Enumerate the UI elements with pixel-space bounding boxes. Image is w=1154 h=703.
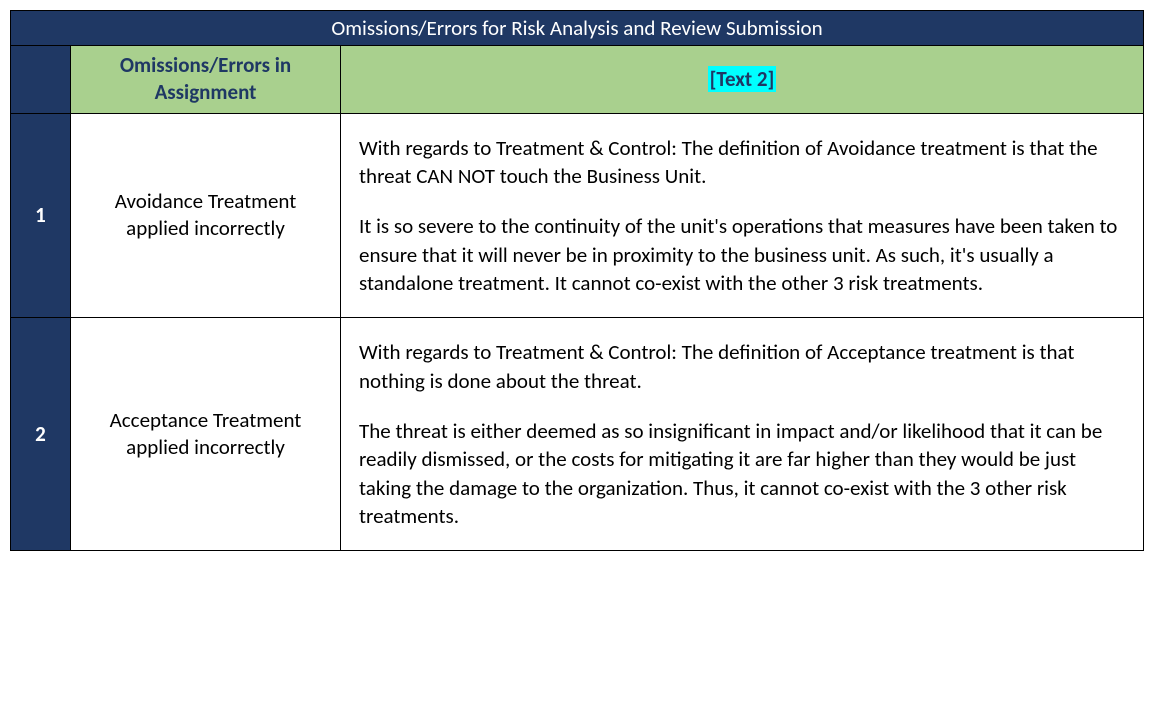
row-name: Acceptance Treatment applied incorrectly — [71, 318, 341, 551]
desc-paragraph: It is so severe to the continuity of the… — [359, 212, 1125, 297]
row-number: 2 — [11, 318, 71, 551]
row-description: With regards to Treatment & Control: The… — [341, 318, 1144, 551]
header-corner — [11, 46, 71, 114]
desc-paragraph: The threat is either deemed as so insign… — [359, 417, 1125, 530]
row-name: Avoidance Treatment applied incorrectly — [71, 113, 341, 318]
risk-errors-table: Omissions/Errors for Risk Analysis and R… — [10, 10, 1144, 551]
row-number: 1 — [11, 113, 71, 318]
table-title: Omissions/Errors for Risk Analysis and R… — [11, 11, 1144, 46]
table-row: 2 Acceptance Treatment applied incorrect… — [11, 318, 1144, 551]
table-header-row: Omissions/Errors in Assignment [Text 2] — [11, 46, 1144, 114]
header-desc: [Text 2] — [341, 46, 1144, 114]
header-desc-highlight: [Text 2] — [708, 66, 777, 92]
table-title-row: Omissions/Errors for Risk Analysis and R… — [11, 11, 1144, 46]
desc-paragraph: With regards to Treatment & Control: The… — [359, 338, 1125, 395]
row-description: With regards to Treatment & Control: The… — [341, 113, 1144, 318]
desc-paragraph: With regards to Treatment & Control: The… — [359, 134, 1125, 191]
header-name: Omissions/Errors in Assignment — [71, 46, 341, 114]
table-row: 1 Avoidance Treatment applied incorrectl… — [11, 113, 1144, 318]
